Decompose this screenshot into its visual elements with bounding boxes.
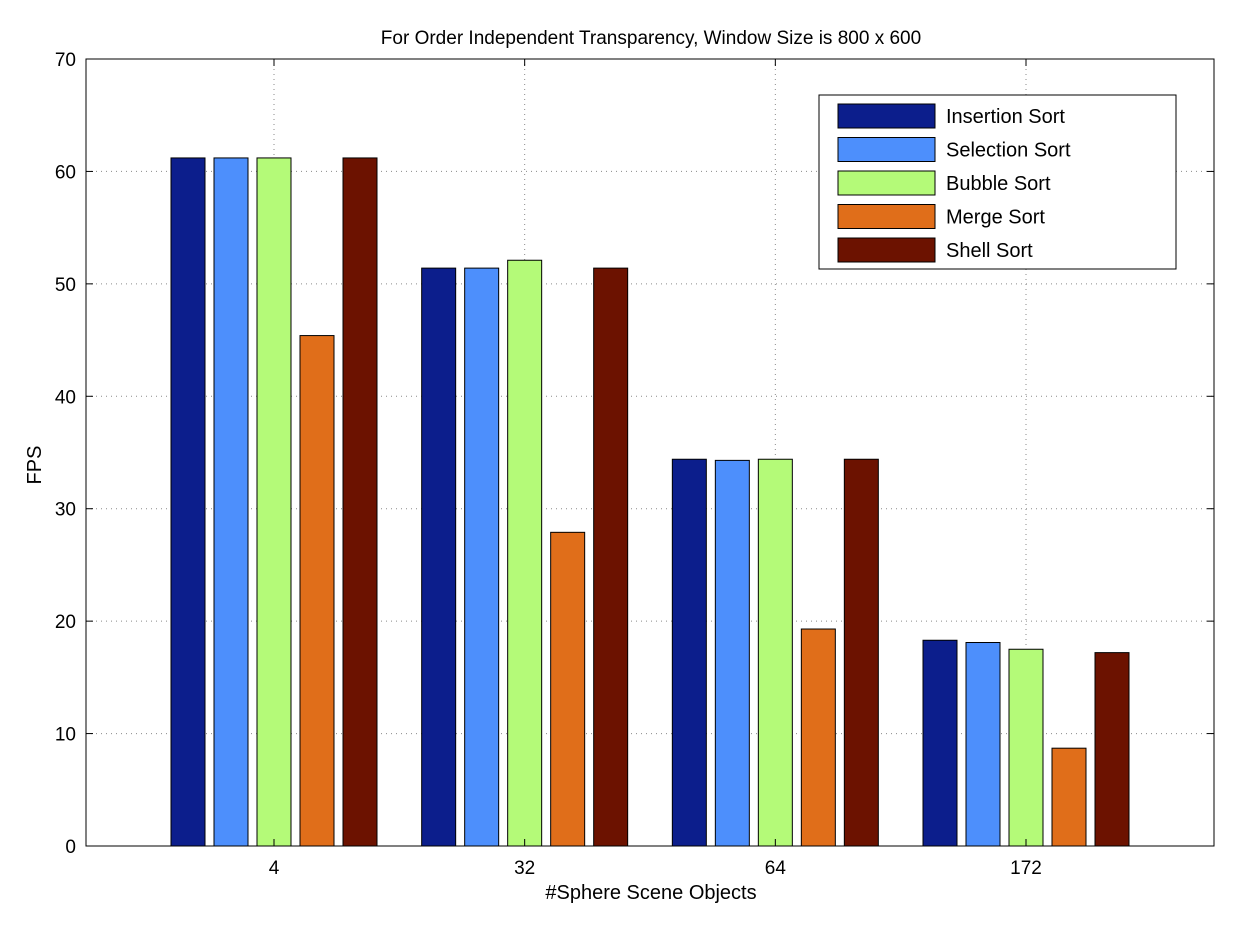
legend-swatch [837,237,936,263]
y-tick-label: 30 [55,500,76,521]
x-axis-label: #Sphere Scene Objects [545,882,756,904]
x-tick-label: 172 [1010,858,1042,879]
bar-bubble-sort [256,157,292,847]
bar-selection-sort [213,157,249,847]
x-tick-label: 32 [514,858,535,879]
bar-selection-sort [965,642,1001,847]
bar-shell-sort [1094,652,1130,847]
x-tick-label: 64 [765,858,787,879]
y-tick-label: 10 [55,725,76,746]
y-tick-label: 40 [55,387,76,408]
bar-selection-sort [464,267,500,847]
legend-label: Shell Sort [946,240,1033,262]
tick-labels: 0 10 20 30 40 50 60 70 4 32 64 172 [55,50,1042,879]
bar-insertion-sort [671,458,707,847]
bar-selection-sort [714,459,750,847]
y-tick-label: 70 [55,50,76,71]
y-tick-label: 50 [55,275,76,296]
y-tick-label: 60 [55,162,76,183]
bar-shell-sort [593,267,629,847]
bar-insertion-sort [170,157,206,847]
plot-area-frame [85,58,1215,847]
legend-label: Merge Sort [946,207,1045,229]
y-tick-label: 20 [55,612,76,633]
y-tick-label: 0 [65,837,76,858]
bar-bubble-sort [1008,648,1044,847]
bar-shell-sort [342,157,378,847]
legend: Insertion Sort Selection Sort Bubble Sort M… [818,94,1177,270]
bars [170,157,1130,847]
axes [85,58,1215,847]
bar-merge-sort [550,531,586,847]
bar-insertion-sort [922,639,958,847]
bar-bubble-sort [757,458,793,847]
bar-bubble-sort [507,259,543,847]
legend-swatch [837,170,936,196]
bar-merge-sort [800,628,836,847]
legend-label: Insertion Sort [946,106,1065,128]
bar-shell-sort [843,458,879,847]
legend-swatch [837,204,936,229]
y-axis-label: FPS [24,446,46,485]
bar-merge-sort [1051,747,1087,847]
chart-title: For Order Independent Transparency, Wind… [381,28,921,49]
bar-merge-sort [299,335,335,847]
legend-label: Bubble Sort [946,173,1051,195]
bar-insertion-sort [421,267,457,847]
x-tick-label: 4 [269,858,280,879]
legend-swatch [837,103,936,129]
legend-swatch [837,137,936,162]
legend-label: Selection Sort [946,140,1071,162]
